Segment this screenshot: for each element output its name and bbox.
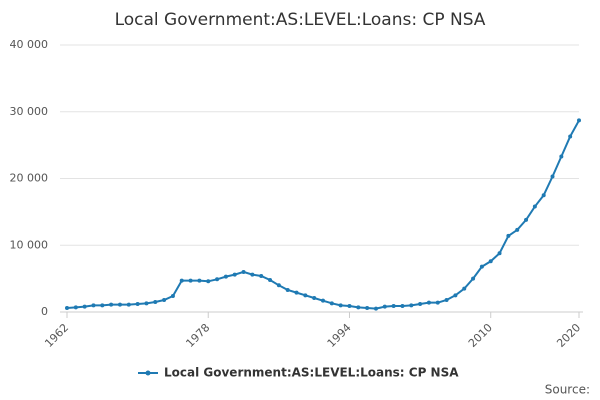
point (294, 290, 299, 295)
y-tick-label: 0 (41, 305, 48, 318)
point (382, 304, 387, 309)
source: Source: (545, 383, 590, 397)
x-tick-label: 2020 (554, 321, 583, 350)
legend-marker (145, 370, 151, 376)
point (276, 283, 281, 288)
point (259, 273, 264, 278)
point (356, 305, 361, 310)
point (462, 286, 467, 291)
point (453, 293, 458, 298)
point (532, 204, 537, 209)
point (506, 233, 511, 238)
point (100, 303, 105, 308)
point (338, 303, 343, 308)
point (497, 251, 502, 256)
point (444, 297, 449, 302)
point (471, 276, 476, 281)
series-line (66, 119, 580, 310)
point (223, 274, 228, 279)
point (373, 306, 378, 311)
point (215, 277, 220, 282)
x-tick-label: 1978 (183, 321, 212, 350)
point (250, 272, 255, 277)
point (577, 118, 581, 123)
point (409, 303, 414, 308)
point (312, 295, 317, 300)
point (391, 303, 396, 308)
point (241, 269, 246, 274)
y-tick-label: 40 000 (10, 38, 49, 51)
point (550, 174, 555, 179)
point (197, 278, 202, 283)
y-tick-label: 30 000 (10, 105, 49, 118)
point (91, 303, 96, 308)
point (65, 305, 69, 310)
point (515, 227, 520, 232)
point (365, 305, 370, 310)
chart-title: Local Government:AS:LEVEL:Loans: CP NSA (115, 10, 486, 30)
point (206, 279, 211, 284)
point (153, 299, 158, 304)
point (109, 302, 114, 307)
x-tick-label: 1994 (325, 321, 354, 350)
point (418, 301, 423, 306)
point (170, 293, 175, 298)
point (435, 300, 440, 305)
point (268, 277, 273, 282)
point (479, 264, 484, 269)
legend-label: Local Government:AS:LEVEL:Loans: CP NSA (164, 366, 459, 380)
point (82, 304, 87, 309)
point (568, 134, 573, 139)
point (144, 301, 149, 306)
point (321, 298, 325, 303)
point (559, 154, 564, 159)
point (347, 303, 352, 308)
point (179, 278, 184, 283)
point (303, 293, 308, 298)
point (524, 217, 529, 222)
point (541, 193, 546, 198)
point (426, 300, 431, 305)
point (488, 259, 493, 264)
point (188, 278, 193, 283)
point (73, 305, 78, 310)
point (329, 301, 334, 306)
point (400, 303, 405, 308)
point (126, 302, 131, 307)
y-tick-label: 20 000 (10, 172, 49, 185)
y-tick-label: 10 000 (10, 238, 49, 251)
point (135, 301, 140, 306)
point (117, 302, 122, 307)
point (285, 287, 290, 292)
x-tick-label: 1962 (42, 321, 71, 350)
x-tick-label: 2010 (466, 321, 495, 350)
point (162, 297, 167, 302)
point (232, 272, 237, 277)
